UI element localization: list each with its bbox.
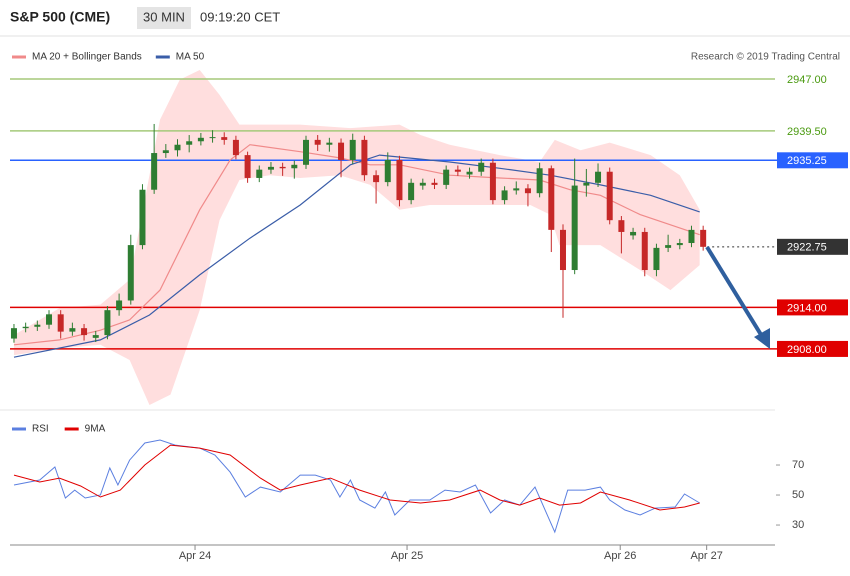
candle-body xyxy=(454,169,461,172)
candle-body xyxy=(10,328,17,339)
candle-body xyxy=(384,159,391,183)
time: 09:19:20 CET xyxy=(200,9,280,24)
candle-body xyxy=(22,326,29,329)
interval: 30 MIN xyxy=(143,9,185,24)
candle-body xyxy=(256,169,263,178)
candle-body xyxy=(34,324,41,327)
level-label: 2935.25 xyxy=(787,155,827,167)
x-tick-label: Apr 27 xyxy=(690,550,722,562)
level-label-box xyxy=(777,340,848,357)
candle-body xyxy=(396,159,403,201)
x-tick-label: Apr 26 xyxy=(604,550,636,562)
candle-body xyxy=(513,188,520,191)
candle-body xyxy=(244,155,251,178)
bollinger-band xyxy=(13,69,700,405)
candle-body xyxy=(501,190,508,201)
candle-body xyxy=(653,247,660,271)
x-tick-label: Apr 25 xyxy=(391,550,423,562)
candle-body xyxy=(548,168,555,230)
x-tick-label: Apr 24 xyxy=(179,550,211,562)
candle-body xyxy=(139,189,146,246)
level-label-box xyxy=(777,152,848,169)
candle-body xyxy=(361,139,368,176)
candle-body xyxy=(478,162,485,172)
level-label: 2947.00 xyxy=(787,74,827,86)
candle-body xyxy=(606,171,613,221)
legend-label: RSI xyxy=(32,424,49,435)
candle-body xyxy=(536,168,543,194)
candle-body xyxy=(338,142,345,160)
candle-body xyxy=(571,185,578,271)
candle-body xyxy=(676,243,683,246)
symbol: S&P 500 (CME) xyxy=(10,9,110,25)
candle-body xyxy=(162,150,169,154)
level-label: 2914.00 xyxy=(787,302,827,314)
candle-body xyxy=(630,231,637,236)
level-label-box xyxy=(777,238,848,255)
candle-body xyxy=(618,220,625,232)
indicator-line xyxy=(13,439,700,534)
candle-body xyxy=(291,164,298,169)
candle-body xyxy=(303,139,310,165)
candle-body xyxy=(209,137,216,139)
level-label: 2922.75 xyxy=(787,242,827,254)
candle-body xyxy=(221,137,228,140)
indicator-line xyxy=(13,444,700,511)
credit: Research © 2019 Trading Central xyxy=(691,52,840,63)
candle-body xyxy=(373,175,380,183)
candle-body xyxy=(700,229,707,247)
candle-body xyxy=(595,171,602,183)
candle-body xyxy=(349,139,356,160)
candle-body xyxy=(583,182,590,186)
candle-body xyxy=(57,314,64,332)
level-label: 2908.00 xyxy=(787,344,827,356)
y-tick-label: 50 xyxy=(792,489,804,501)
forecast-arrow xyxy=(705,245,765,340)
y-tick-label: 30 xyxy=(792,519,804,531)
candle-body xyxy=(443,169,450,185)
candle-body xyxy=(419,182,426,186)
candle-body xyxy=(104,310,111,336)
candle-body xyxy=(69,328,76,332)
candle-body xyxy=(267,166,274,170)
candle-body xyxy=(314,139,321,145)
candle-body xyxy=(92,335,99,338)
interval-box xyxy=(137,7,191,29)
candle-body xyxy=(326,142,333,145)
candle-body xyxy=(81,328,88,336)
candle-body xyxy=(431,182,438,185)
level-label-box xyxy=(777,299,848,316)
candle-body xyxy=(408,182,415,201)
legend-label: MA 20 + Bollinger Bands xyxy=(32,52,142,63)
candle-body xyxy=(559,229,566,271)
candle-body xyxy=(688,229,695,244)
candle-body xyxy=(186,141,193,145)
candle-body xyxy=(279,166,286,169)
candle-body xyxy=(641,231,648,271)
candle-body xyxy=(151,153,158,190)
candle-body xyxy=(489,162,496,201)
candle-body xyxy=(127,245,134,301)
candle-body xyxy=(116,300,123,311)
candle-body xyxy=(524,188,531,194)
candle-body xyxy=(466,171,473,175)
level-label: 2939.50 xyxy=(787,126,827,138)
candle-body xyxy=(46,314,53,325)
candle-body xyxy=(197,137,204,142)
candle-body xyxy=(232,139,239,156)
candle-body xyxy=(174,144,181,151)
legend-label: 9MA xyxy=(85,424,106,435)
candle-body xyxy=(665,245,672,248)
arrow-head xyxy=(754,328,770,349)
y-tick-label: 70 xyxy=(792,459,804,471)
legend-label: MA 50 xyxy=(176,52,205,63)
